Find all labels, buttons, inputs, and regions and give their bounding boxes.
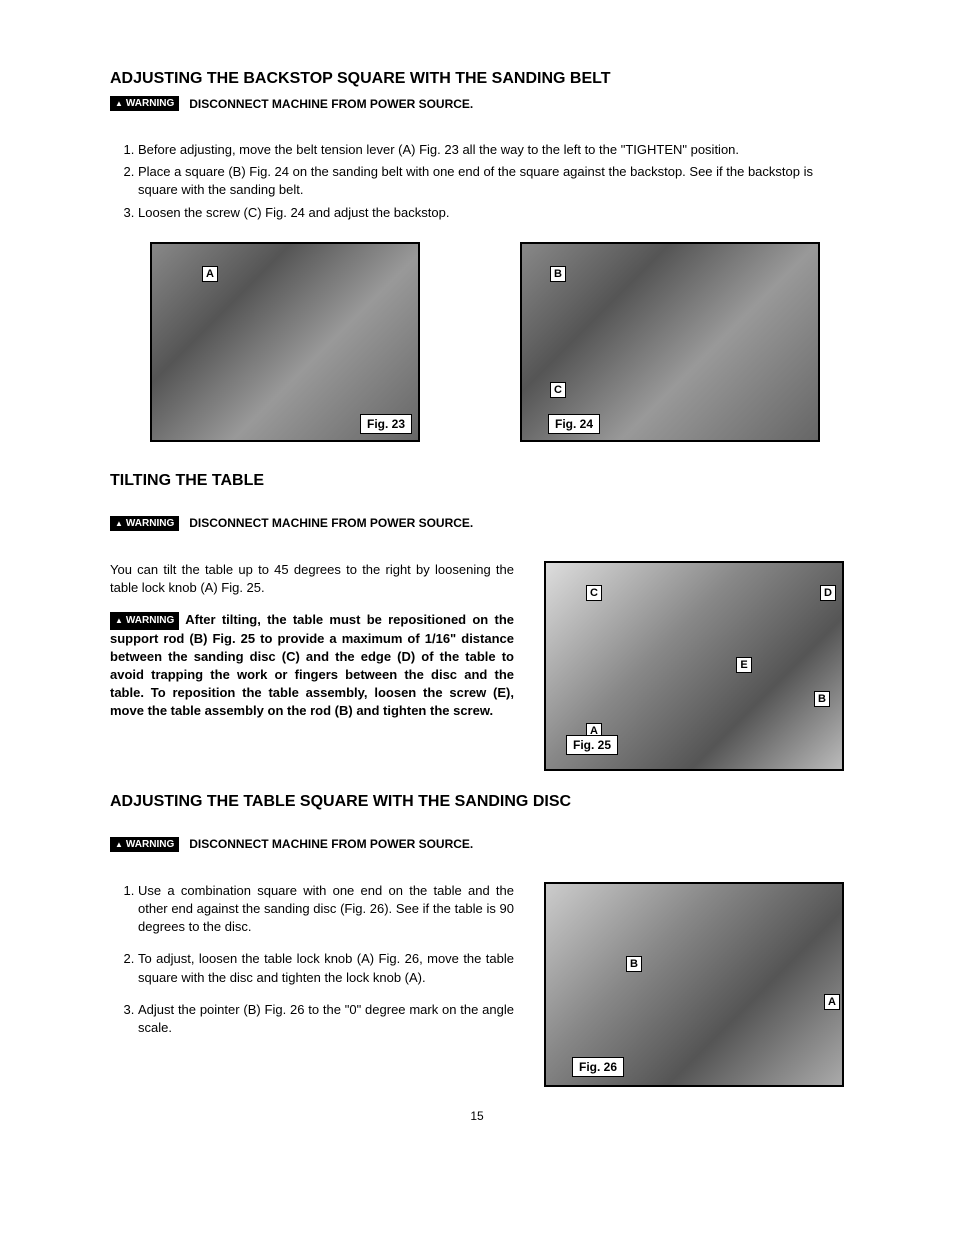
figure-row-1: A Fig. 23 B C Fig. 24 (150, 242, 844, 442)
warning-row-1: WARNING DISCONNECT MACHINE FROM POWER SO… (110, 96, 844, 111)
callout-B: B (814, 691, 830, 707)
figure-23: A Fig. 23 (150, 242, 420, 442)
warning-badge-1: WARNING (110, 96, 179, 111)
callout-B: B (550, 266, 566, 282)
section-tilting: TILTING THE TABLE WARNING DISCONNECT MAC… (110, 472, 844, 771)
inline-warning-badge: WARNING (110, 612, 179, 630)
step: Place a square (B) Fig. 24 on the sandin… (138, 163, 844, 199)
tablesq-text-col: Use a combination square with one end on… (110, 882, 514, 1087)
fig-26-label: Fig. 26 (572, 1057, 624, 1077)
warning-row-3: WARNING DISCONNECT MACHINE FROM POWER SO… (110, 837, 844, 852)
callout-B: B (626, 956, 642, 972)
callout-C: C (550, 382, 566, 398)
tilting-columns: You can tilt the table up to 45 degrees … (110, 561, 844, 771)
callout-C: C (586, 585, 602, 601)
warning-text-3: DISCONNECT MACHINE FROM POWER SOURCE. (189, 837, 473, 851)
callout-E: E (736, 657, 752, 673)
warning-text-2: DISCONNECT MACHINE FROM POWER SOURCE. (189, 516, 473, 530)
tablesq-columns: Use a combination square with one end on… (110, 882, 844, 1087)
tablesq-fig-col: B A Fig. 26 (544, 882, 844, 1087)
tilting-text-col: You can tilt the table up to 45 degrees … (110, 561, 514, 771)
figure-26: B A Fig. 26 (544, 882, 844, 1087)
step: Adjust the pointer (B) Fig. 26 to the "0… (138, 1001, 514, 1037)
section-backstop: ADJUSTING THE BACKSTOP SQUARE WITH THE S… (110, 70, 844, 442)
warning-badge-3: WARNING (110, 837, 179, 852)
heading-tilting: TILTING THE TABLE (110, 472, 844, 490)
callout-A: A (824, 994, 840, 1010)
warning-row-2: WARNING DISCONNECT MACHINE FROM POWER SO… (110, 516, 844, 531)
step: Use a combination square with one end on… (138, 882, 514, 937)
warning-text-1: DISCONNECT MACHINE FROM POWER SOURCE. (189, 97, 473, 111)
fig-23-label: Fig. 23 (360, 414, 412, 434)
step: Before adjusting, move the belt tension … (138, 141, 844, 159)
callout-D: D (820, 585, 836, 601)
step: Loosen the screw (C) Fig. 24 and adjust … (138, 204, 844, 222)
section-table-square: ADJUSTING THE TABLE SQUARE WITH THE SAND… (110, 793, 844, 1087)
page-number: 15 (110, 1109, 844, 1123)
tilting-para-2: WARNINGAfter tilting, the table must be … (110, 611, 514, 721)
warning-badge-2: WARNING (110, 516, 179, 531)
heading-backstop: ADJUSTING THE BACKSTOP SQUARE WITH THE S… (110, 70, 844, 88)
fig-25-label: Fig. 25 (566, 735, 618, 755)
heading-table-square: ADJUSTING THE TABLE SQUARE WITH THE SAND… (110, 793, 844, 811)
figure-24: B C Fig. 24 (520, 242, 820, 442)
figure-25: C D E B A Fig. 25 (544, 561, 844, 771)
step: To adjust, loosen the table lock knob (A… (138, 950, 514, 986)
steps-backstop: Before adjusting, move the belt tension … (138, 141, 844, 222)
steps-tablesq: Use a combination square with one end on… (138, 882, 514, 1037)
tilting-para-1: You can tilt the table up to 45 degrees … (110, 561, 514, 597)
callout-A: A (202, 266, 218, 282)
fig-24-label: Fig. 24 (548, 414, 600, 434)
tilting-fig-col: C D E B A Fig. 25 (544, 561, 844, 771)
